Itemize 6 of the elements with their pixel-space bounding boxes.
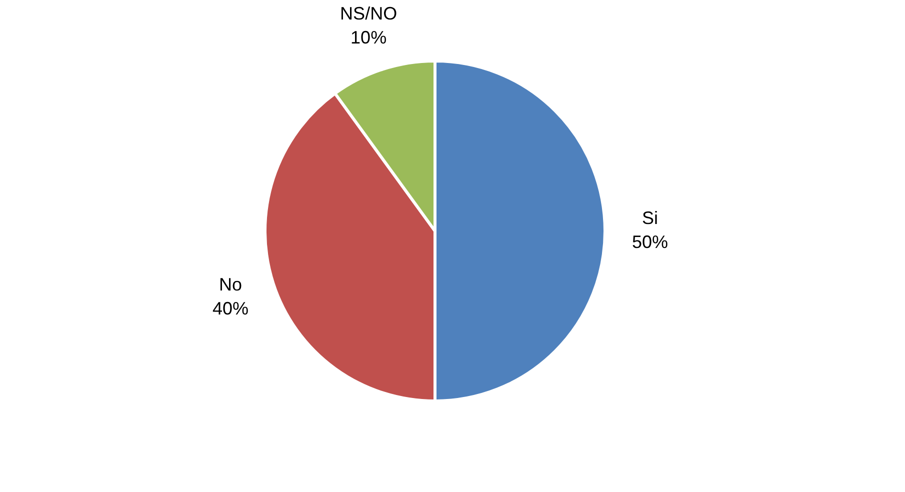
data-label: 50% <box>632 232 668 252</box>
data-label: 10% <box>350 28 387 48</box>
slice-label: NS/NO <box>340 4 398 24</box>
slice-label: Si <box>642 208 658 228</box>
slice-label: No <box>219 274 242 294</box>
data-label: 40% <box>212 298 249 318</box>
